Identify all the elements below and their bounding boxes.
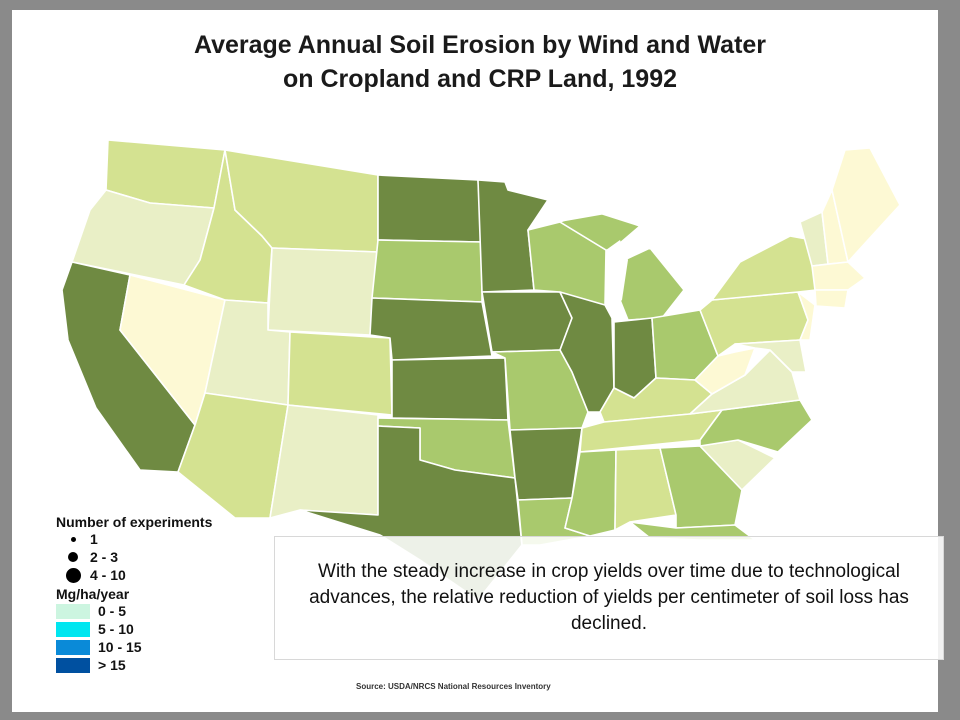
legend-experiments-title: Number of experiments <box>56 514 213 530</box>
state-south-dakota <box>371 239 483 303</box>
map-legend: Number of experiments 1 2 - 3 4 - 10 Mg/… <box>56 514 276 674</box>
legend-rate-row-4: > 15 <box>56 656 276 674</box>
state-maine <box>831 147 901 263</box>
state-new-mexico <box>269 404 379 519</box>
state-wyoming <box>267 247 379 336</box>
legend-rate-title: Mg/ha/year <box>56 586 130 602</box>
legend-rate-label-3: 10 - 15 <box>98 639 142 655</box>
map-title-line-2: on Cropland and CRP Land, 1992 <box>282 65 678 93</box>
rate-swatch-3 <box>56 639 90 655</box>
legend-rate-label-2: 5 - 10 <box>98 621 134 637</box>
rate-swatch-4 <box>56 657 90 673</box>
medium-dot-icon <box>68 552 78 562</box>
legend-experiments-row-2: 2 - 3 <box>56 548 276 566</box>
rate-swatch-1 <box>56 603 90 619</box>
small-dot-icon <box>70 536 76 542</box>
state-colorado <box>287 331 393 416</box>
legend-rate-row-2: 5 - 10 <box>56 620 276 638</box>
legend-experiments-row-1: 1 <box>56 530 276 548</box>
state-arkansas <box>509 427 583 501</box>
map-title: Average Annual Soil Erosion by Wind and … <box>0 28 960 96</box>
state-michigan <box>619 247 685 321</box>
state-iowa <box>481 291 573 353</box>
legend-experiments-label-1: 1 <box>90 531 98 547</box>
state-new-york <box>711 235 817 301</box>
legend-rate-label-1: 0 - 5 <box>98 603 127 619</box>
rate-swatch-2 <box>56 621 90 637</box>
legend-rate-row-1: 0 - 5 <box>56 602 276 620</box>
source-note: Source: USDA/NRCS National Resources Inv… <box>356 682 551 691</box>
legend-rate-label-4: > 15 <box>98 657 126 673</box>
large-dot-icon <box>65 567 81 583</box>
lake-superior <box>548 190 630 222</box>
state-connecticut <box>814 289 849 309</box>
state-massachusetts <box>811 261 866 291</box>
caption-box: With the steady increase in crop yields … <box>274 536 944 660</box>
lake-michigan <box>606 240 628 310</box>
legend-rate-row-3: 10 - 15 <box>56 638 276 656</box>
state-alabama <box>614 447 677 531</box>
legend-experiments-label-2: 2 - 3 <box>90 549 119 565</box>
legend-experiments-label-3: 4 - 10 <box>90 567 126 583</box>
state-new-jersey <box>797 291 816 341</box>
state-illinois <box>559 291 615 413</box>
state-north-dakota <box>377 174 483 243</box>
legend-experiments-row-3: 4 - 10 <box>56 566 276 584</box>
map-title-line-1: Average Annual Soil Erosion by Wind and … <box>193 31 767 59</box>
caption-text: With the steady increase in crop yields … <box>309 561 909 634</box>
state-kansas <box>391 357 509 421</box>
